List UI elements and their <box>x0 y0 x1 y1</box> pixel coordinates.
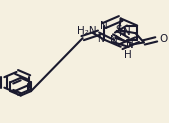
Text: N: N <box>123 27 131 37</box>
Text: N: N <box>97 35 103 44</box>
Text: H: H <box>124 50 132 60</box>
Text: N: N <box>126 40 134 50</box>
Text: S: S <box>116 25 122 35</box>
Text: N: N <box>100 21 108 31</box>
Text: H₂N: H₂N <box>77 26 97 36</box>
Text: N: N <box>110 35 118 45</box>
Text: N: N <box>119 28 127 38</box>
Text: O: O <box>160 34 168 44</box>
